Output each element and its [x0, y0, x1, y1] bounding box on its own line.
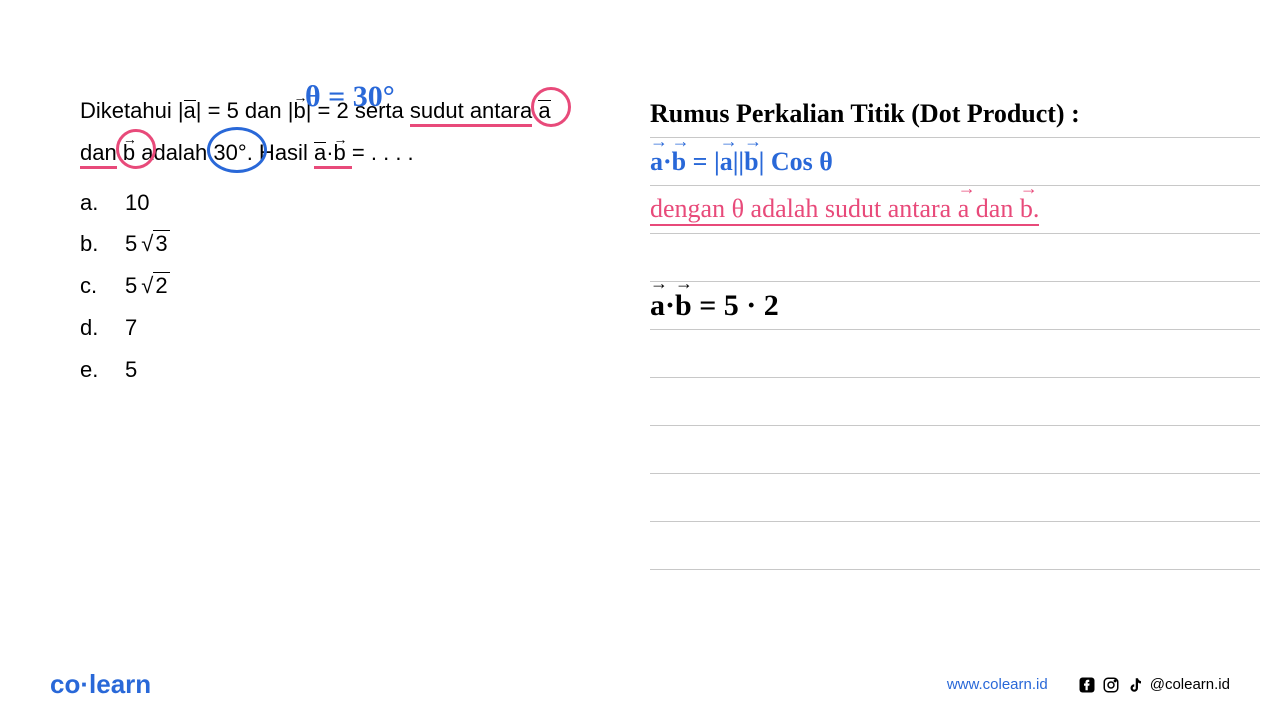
- work-formula: a·b = |a||b| Cos θ: [650, 147, 833, 177]
- question-panel: θ = 30° Diketahui |a| = 5 dan |b| = 2 se…: [0, 90, 640, 640]
- footer-right: www.colearn.id @colearn.id: [947, 676, 1230, 694]
- work-line: [650, 426, 1260, 474]
- vec-a: a: [538, 98, 550, 123]
- facebook-icon: [1078, 676, 1096, 694]
- footer: co·learn www.colearn.id @colearn.id: [0, 669, 1280, 700]
- option-label: c.: [80, 265, 105, 307]
- option-value: 52: [125, 265, 170, 307]
- option-label: d.: [80, 307, 105, 349]
- option-label: a.: [80, 182, 105, 224]
- instagram-icon: [1102, 676, 1120, 694]
- vec-a: a: [184, 98, 196, 123]
- vec-a: a: [314, 140, 326, 165]
- option-a: a. 10: [80, 182, 620, 224]
- work-calc: a·b = 5 · 2: [650, 289, 779, 323]
- logo-learn: learn: [89, 669, 151, 699]
- vec-b: b: [123, 140, 135, 165]
- option-value: 5: [125, 349, 137, 391]
- logo-dot: ·: [80, 669, 89, 699]
- option-label: b.: [80, 223, 105, 265]
- circled-angle: 30°: [213, 132, 246, 174]
- social-icons: @colearn.id: [1078, 676, 1230, 694]
- option-label: e.: [80, 349, 105, 391]
- vec-b: b: [293, 98, 305, 123]
- option-d: d. 7: [80, 307, 620, 349]
- option-b: b. 53: [80, 223, 620, 265]
- q-underlined: sudut antara: [410, 98, 532, 127]
- vec-b: b: [334, 140, 346, 165]
- q-text: Diketahui |: [80, 98, 184, 123]
- q-expr: a·b: [314, 140, 352, 169]
- work-line: Rumus Perkalian Titik (Dot Product) :: [650, 90, 1260, 138]
- work-line: [650, 378, 1260, 426]
- work-line: [650, 330, 1260, 378]
- sqrt: 2: [137, 273, 169, 298]
- work-line: [650, 522, 1260, 570]
- work-line: a·b = 5 · 2: [650, 282, 1260, 330]
- work-line: dengan θ adalah sudut antara a dan b.: [650, 186, 1260, 234]
- footer-url: www.colearn.id: [947, 676, 1048, 693]
- work-title: Rumus Perkalian Titik (Dot Product) :: [650, 99, 1080, 129]
- theta-annotation: θ = 30°: [305, 80, 395, 114]
- circled-b: b: [123, 132, 135, 174]
- q-text: = . . . .: [352, 140, 414, 165]
- logo-co: co: [50, 669, 80, 699]
- sqrt: 3: [137, 231, 169, 256]
- option-c: c. 52: [80, 265, 620, 307]
- work-panel: Rumus Perkalian Titik (Dot Product) : a·…: [640, 90, 1280, 640]
- option-value: 7: [125, 307, 137, 349]
- work-line: [650, 234, 1260, 282]
- answer-options: a. 10 b. 53 c. 52 d. 7 e. 5: [80, 182, 620, 391]
- q-text: dan: [80, 140, 117, 169]
- q-text: | = 5 dan |: [196, 98, 294, 123]
- brand-logo: co·learn: [50, 669, 151, 700]
- work-line: [650, 474, 1260, 522]
- dot: ·: [326, 140, 333, 165]
- work-note: dengan θ adalah sudut antara a dan b.: [650, 194, 1039, 226]
- work-line: a·b = |a||b| Cos θ: [650, 138, 1260, 186]
- tiktok-icon: [1126, 676, 1144, 694]
- content-area: θ = 30° Diketahui |a| = 5 dan |b| = 2 se…: [0, 0, 1280, 640]
- footer-handle: @colearn.id: [1150, 676, 1230, 693]
- option-value: 53: [125, 223, 170, 265]
- option-e: e. 5: [80, 349, 620, 391]
- option-value: 10: [125, 182, 149, 224]
- circled-a: a: [538, 90, 550, 132]
